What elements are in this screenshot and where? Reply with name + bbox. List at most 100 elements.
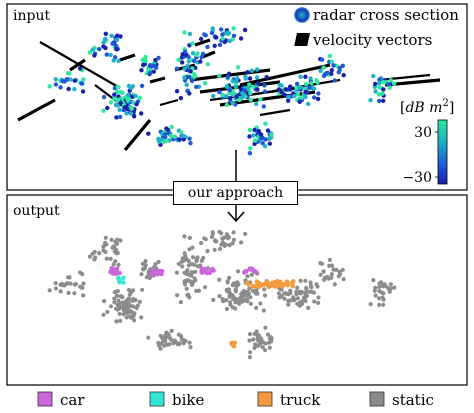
static-point — [225, 279, 230, 284]
radar-point — [102, 36, 108, 42]
static-point — [303, 298, 308, 304]
radar-point — [381, 87, 386, 92]
static-point — [118, 238, 123, 243]
radar-point — [133, 93, 138, 99]
static-point — [234, 298, 239, 303]
radar-point — [248, 146, 253, 151]
radar-point — [235, 76, 240, 81]
static-point — [112, 296, 117, 301]
static-point — [181, 337, 186, 342]
radar-point — [137, 95, 143, 101]
radar-point — [81, 77, 86, 82]
radar-point — [267, 141, 272, 146]
input-radar-points — [47, 26, 397, 156]
static-point — [118, 318, 123, 323]
static-point — [240, 299, 245, 304]
static-point — [148, 274, 153, 279]
static-point — [163, 336, 168, 341]
static-point — [185, 268, 190, 273]
radar-point — [124, 111, 129, 116]
static-point — [81, 281, 86, 286]
static-point — [140, 261, 145, 266]
radar-point — [380, 91, 385, 96]
static-point — [129, 315, 134, 320]
radar-point — [172, 134, 177, 139]
radar-point — [125, 98, 131, 103]
static-point — [79, 285, 84, 290]
radar-point — [230, 79, 235, 84]
approach-arrow — [227, 150, 245, 223]
static-point — [105, 309, 110, 315]
radar-point — [247, 127, 253, 133]
static-point — [223, 242, 228, 247]
radar-point — [242, 27, 248, 33]
radar-point — [312, 95, 317, 100]
radar-point — [248, 91, 253, 96]
static-point — [388, 282, 393, 287]
radar-point — [256, 129, 261, 134]
static-point — [381, 302, 386, 307]
static-point — [53, 286, 59, 291]
radar-point — [376, 92, 382, 97]
radar-point — [377, 85, 382, 90]
static-point — [312, 299, 317, 304]
static-point — [309, 285, 314, 290]
radar-point — [112, 96, 117, 101]
radar-point — [251, 133, 256, 138]
radar-point — [143, 54, 148, 60]
radar-point — [101, 108, 106, 114]
truck-point — [285, 279, 290, 285]
radar-point — [182, 75, 187, 80]
radar-point — [139, 111, 144, 116]
radar-point — [178, 130, 184, 135]
radar-point — [297, 85, 302, 91]
radar-point — [340, 63, 345, 68]
radar-point — [47, 84, 52, 89]
radar-point — [265, 128, 271, 133]
static-point — [227, 292, 232, 297]
radar-point — [224, 102, 230, 108]
static-point — [188, 345, 193, 350]
radar-point — [279, 83, 284, 88]
radar-point — [53, 77, 58, 82]
rcs-colorbar: [dB m2] 30 −30 — [400, 98, 454, 186]
radar-point — [263, 137, 268, 142]
radar-point — [87, 50, 93, 55]
radar-point — [283, 87, 288, 92]
static-point — [249, 272, 254, 277]
radar-point — [224, 84, 230, 90]
static-point — [386, 286, 391, 291]
static-point — [248, 295, 253, 300]
car-point — [159, 271, 164, 277]
legend-label-car: car — [60, 391, 85, 409]
radar-point — [253, 138, 258, 143]
static-point — [248, 350, 253, 355]
radar-point — [255, 87, 260, 92]
radar-point — [254, 75, 260, 80]
radar-point — [245, 70, 250, 75]
radar-point — [234, 79, 239, 85]
static-point — [316, 295, 321, 300]
static-point — [304, 285, 309, 290]
static-point — [165, 331, 170, 336]
static-point — [329, 275, 334, 280]
truck-point — [275, 283, 281, 288]
static-point — [210, 230, 215, 235]
radar-point — [117, 107, 122, 113]
radar-point — [66, 86, 71, 92]
static-point — [298, 278, 303, 283]
static-point — [247, 338, 252, 343]
radar-point — [298, 74, 303, 80]
velocity-vector — [379, 73, 431, 82]
static-point — [175, 293, 180, 298]
radar-point — [181, 137, 186, 142]
radar-point — [243, 76, 248, 81]
radar-point — [262, 83, 267, 88]
radar-point — [114, 43, 119, 49]
static-point — [189, 282, 195, 287]
static-point — [114, 251, 119, 256]
radar-point — [198, 36, 204, 42]
static-point — [387, 289, 392, 294]
static-point — [303, 278, 308, 283]
radar-point — [269, 132, 274, 138]
